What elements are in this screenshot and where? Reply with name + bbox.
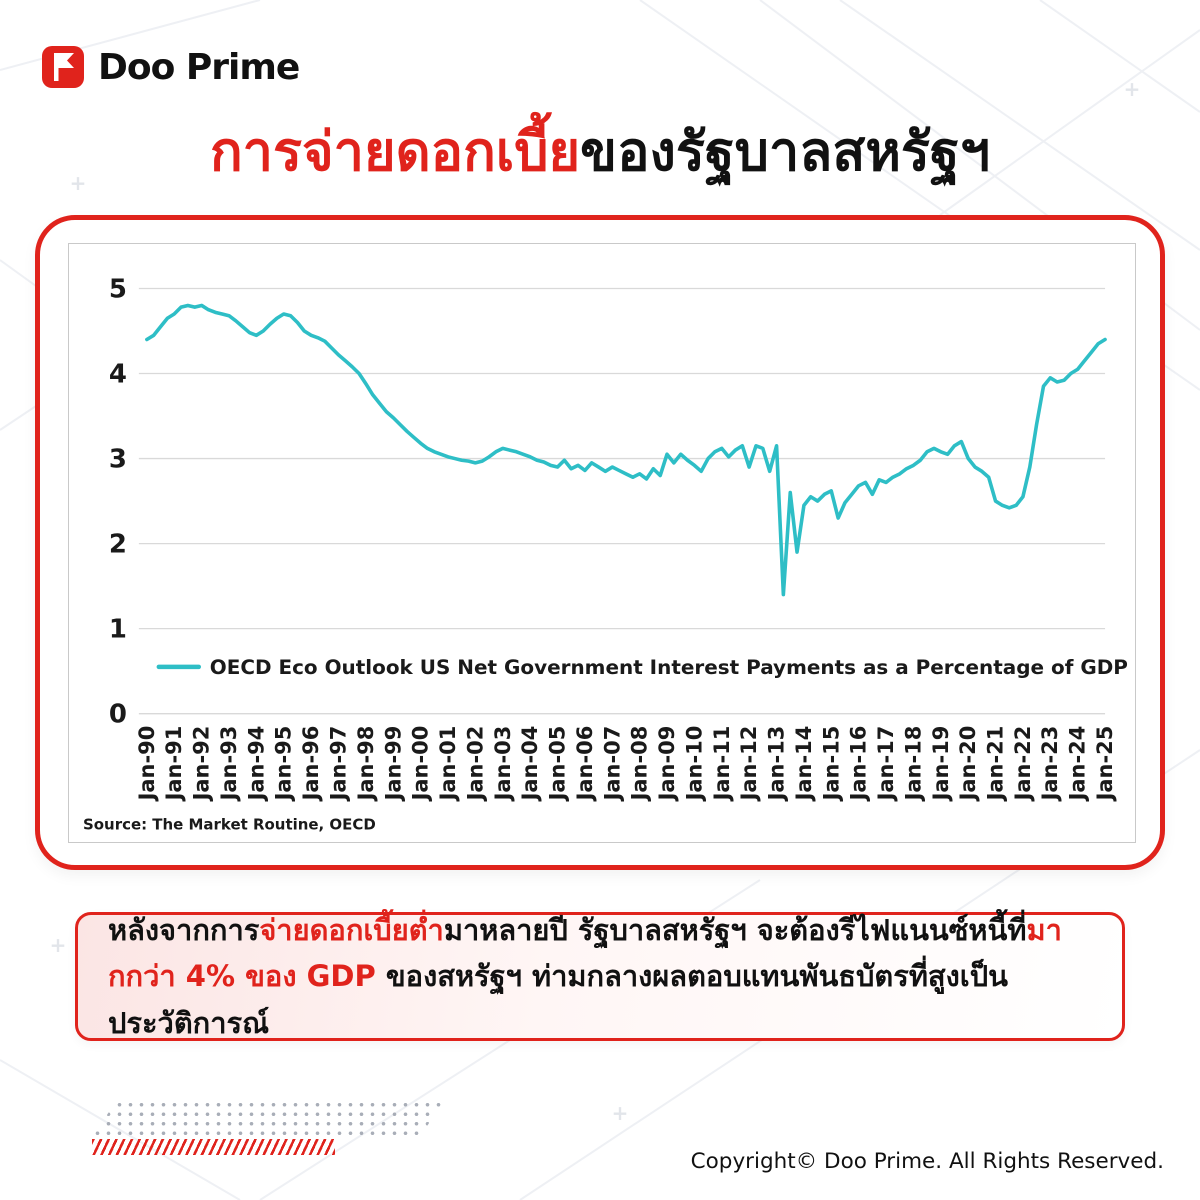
chart-card: 0 1 2 3 4 5 Jan-90 Jan-91 Jan-92 Jan-93 Jan-94 Jan-…	[35, 215, 1165, 870]
svg-text:Jan-19: Jan-19	[929, 726, 953, 803]
svg-text:Jan-94: Jan-94	[244, 726, 268, 803]
svg-text:Jan-12: Jan-12	[737, 726, 761, 803]
svg-text:Jan-03: Jan-03	[491, 726, 515, 803]
svg-text:Jan-06: Jan-06	[573, 726, 597, 803]
page-title-highlight: การจ่ายดอกเบี้ย	[209, 120, 581, 183]
chart-frame: 0 1 2 3 4 5 Jan-90 Jan-91 Jan-92 Jan-93 Jan-94 Jan-…	[68, 243, 1136, 843]
copyright-text: Copyright© Doo Prime. All Rights Reserve…	[690, 1149, 1164, 1174]
svg-text:+: +	[50, 933, 67, 957]
svg-text:Jan-24: Jan-24	[1066, 726, 1090, 803]
svg-text:Jan-16: Jan-16	[847, 726, 871, 803]
doo-prime-logo: Doo Prime	[40, 44, 300, 90]
svg-text:Jan-99: Jan-99	[381, 726, 405, 803]
svg-text:OECD Eco Outlook US Net Govern: OECD Eco Outlook US Net Government Inter…	[210, 655, 1128, 679]
svg-text:Jan-14: Jan-14	[792, 726, 816, 803]
svg-text:Jan-98: Jan-98	[354, 726, 378, 803]
doo-prime-logo-icon	[42, 46, 84, 88]
svg-text:Jan-08: Jan-08	[628, 726, 652, 803]
striped-bar-decoration	[92, 1139, 335, 1155]
page-title-rest: ของรัฐบาลสหรัฐฯ	[580, 120, 991, 183]
svg-text:Jan-10: Jan-10	[682, 726, 706, 803]
svg-text:+: +	[612, 1101, 629, 1125]
svg-text:+: +	[1124, 77, 1141, 101]
svg-text:Jan-00: Jan-00	[409, 726, 433, 803]
callout-segment: จ่ายดอกเบี้ยต่ำ	[259, 912, 444, 947]
svg-text:Jan-20: Jan-20	[956, 726, 980, 803]
svg-text:Jan-01: Jan-01	[436, 726, 460, 803]
svg-text:Jan-91: Jan-91	[162, 726, 186, 803]
svg-text:4: 4	[109, 360, 127, 390]
svg-text:Jan-05: Jan-05	[545, 726, 569, 803]
svg-text:Jan-17: Jan-17	[874, 726, 898, 803]
svg-text:Jan-07: Jan-07	[600, 726, 624, 803]
svg-text:Jan-25: Jan-25	[1093, 726, 1117, 803]
callout-segment: มาหลายปี รัฐบาลสหรัฐฯ จะต้องรีไฟแนนซ์หนี…	[443, 912, 1027, 947]
svg-text:Source: The Market Routine, OE: Source: The Market Routine, OECD	[83, 815, 376, 833]
svg-text:Jan-15: Jan-15	[819, 726, 843, 803]
svg-text:Jan-95: Jan-95	[272, 726, 296, 803]
svg-text:Jan-22: Jan-22	[1011, 726, 1035, 803]
callout-text: หลังจากการจ่ายดอกเบี้ยต่ำมาหลายปี รัฐบาล…	[108, 907, 1092, 1046]
svg-text:Jan-11: Jan-11	[710, 726, 734, 803]
svg-text:Jan-18: Jan-18	[901, 726, 925, 803]
svg-text:5: 5	[109, 274, 127, 304]
svg-text:Jan-97: Jan-97	[326, 726, 350, 803]
svg-text:1: 1	[109, 615, 127, 645]
svg-text:Jan-92: Jan-92	[190, 726, 214, 803]
page-title: การจ่ายดอกเบี้ยของรัฐบาลสหรัฐฯ	[0, 108, 1200, 194]
svg-text:Jan-90: Jan-90	[135, 726, 159, 803]
dots-pattern-decoration	[92, 1100, 444, 1138]
svg-text:Jan-02: Jan-02	[463, 726, 487, 803]
svg-text:3: 3	[109, 445, 127, 475]
svg-text:Jan-93: Jan-93	[217, 726, 241, 803]
svg-text:Jan-13: Jan-13	[765, 726, 789, 803]
brand-name: Doo Prime	[98, 46, 300, 88]
svg-text:Jan-04: Jan-04	[518, 726, 542, 803]
svg-text:Jan-09: Jan-09	[655, 726, 679, 803]
svg-text:Jan-23: Jan-23	[1038, 726, 1062, 803]
svg-text:Jan-96: Jan-96	[299, 726, 323, 803]
svg-text:0: 0	[109, 700, 127, 730]
svg-text:2: 2	[109, 530, 127, 560]
callout-segment: หลังจากการ	[108, 912, 260, 947]
callout-box: หลังจากการจ่ายดอกเบี้ยต่ำมาหลายปี รัฐบาล…	[75, 912, 1125, 1041]
svg-text:Jan-21: Jan-21	[984, 726, 1008, 803]
